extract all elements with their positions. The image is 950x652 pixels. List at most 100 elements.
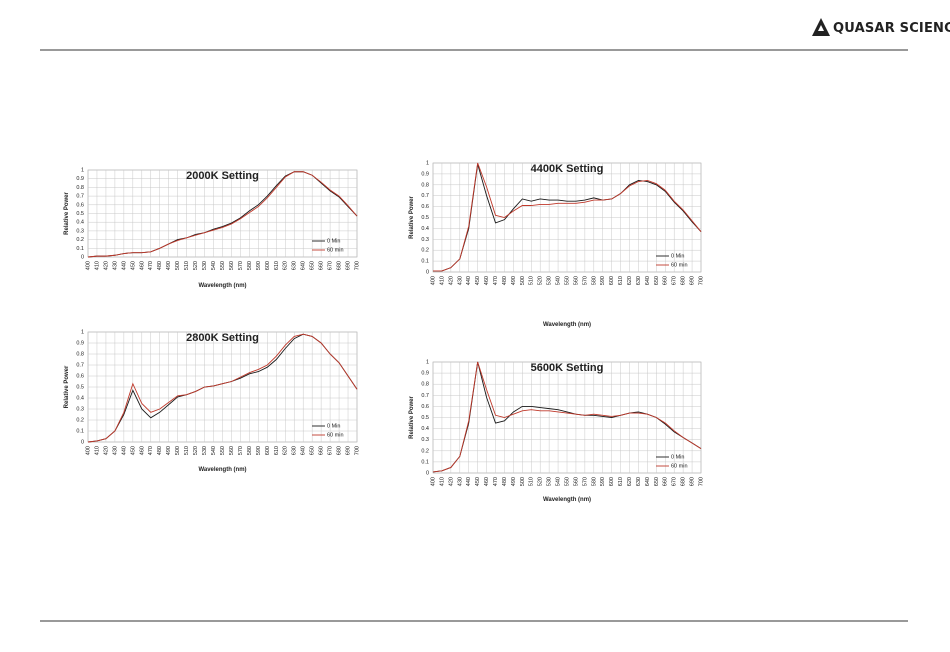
- x-tick-label: 490: [511, 276, 517, 285]
- x-tick-label: 690: [690, 477, 696, 486]
- y-axis-label: Relative Power: [409, 395, 415, 438]
- x-tick-label: 550: [220, 261, 226, 270]
- x-tick-label: 470: [493, 477, 499, 486]
- y-tick-label: 0.9: [421, 171, 429, 177]
- x-tick-label: 680: [681, 276, 687, 285]
- y-axis-label: Relative Power: [64, 365, 70, 408]
- y-tick-label: 0.3: [421, 437, 429, 443]
- y-axis-label: Relative Power: [64, 191, 70, 234]
- chart: 0 0.1 0.2 0.3 0.4 0.5 0.6 0.7 0.8 0.9 1 400 410 420 43…: [64, 329, 360, 473]
- series-line: [433, 162, 702, 272]
- x-tick-label: 550: [564, 477, 570, 486]
- x-tick-label: 430: [112, 446, 118, 455]
- x-tick-label: 460: [139, 261, 145, 270]
- x-tick-label: 610: [618, 477, 624, 486]
- x-tick-label: 610: [618, 276, 624, 285]
- x-tick-label: 600: [609, 276, 615, 285]
- y-tick-label: 0.1: [76, 246, 84, 252]
- x-tick-label: 690: [690, 276, 696, 285]
- x-tick-label: 490: [166, 446, 172, 455]
- y-tick-label: 1: [81, 329, 84, 335]
- x-tick-label: 560: [573, 477, 579, 486]
- series-line: [87, 171, 358, 258]
- x-tick-label: 480: [502, 477, 508, 486]
- x-tick-label: 540: [556, 477, 562, 486]
- x-tick-label: 530: [202, 446, 208, 455]
- x-tick-label: 610: [274, 446, 280, 455]
- y-tick-label: 0.4: [421, 426, 429, 432]
- y-tick-label: 0: [426, 470, 429, 476]
- y-tick-label: 0.5: [421, 415, 429, 421]
- x-tick-label: 670: [328, 446, 334, 455]
- x-axis-label: Wavelength (nm): [543, 322, 591, 328]
- legend-label: 60 min: [671, 463, 688, 469]
- x-tick-label: 420: [103, 261, 109, 270]
- x-tick-label: 570: [582, 477, 588, 486]
- x-tick-label: 560: [229, 261, 235, 270]
- y-tick-label: 0.4: [421, 226, 429, 232]
- x-tick-label: 590: [600, 276, 606, 285]
- x-tick-label: 550: [564, 276, 570, 285]
- y-tick-label: 0.8: [76, 351, 84, 357]
- x-tick-label: 480: [502, 276, 508, 285]
- y-tick-label: 0: [81, 254, 84, 260]
- x-tick-label: 640: [301, 446, 307, 455]
- legend-label: 0 Min: [327, 423, 340, 429]
- x-tick-label: 500: [175, 261, 181, 270]
- chart-title: 5600K Setting: [531, 362, 604, 374]
- x-axis-label: Wavelength (nm): [543, 497, 591, 503]
- logo-icon-cut: [818, 25, 824, 31]
- x-tick-label: 520: [193, 446, 199, 455]
- x-tick-label: 650: [654, 477, 660, 486]
- y-tick-label: 0: [426, 269, 429, 275]
- legend-label: 60 min: [327, 432, 344, 438]
- x-tick-label: 430: [457, 477, 463, 486]
- x-tick-label: 510: [529, 276, 535, 285]
- x-tick-label: 620: [627, 276, 633, 285]
- y-tick-label: 0.6: [76, 202, 84, 208]
- y-tick-label: 0.8: [421, 382, 429, 388]
- x-tick-label: 420: [103, 446, 109, 455]
- x-tick-label: 420: [448, 477, 454, 486]
- x-tick-label: 530: [202, 261, 208, 270]
- x-tick-label: 430: [112, 261, 118, 270]
- y-tick-label: 0.9: [76, 176, 84, 182]
- x-tick-label: 520: [193, 261, 199, 270]
- x-tick-label: 570: [238, 446, 244, 455]
- x-tick-label: 680: [337, 261, 343, 270]
- x-tick-label: 430: [457, 276, 463, 285]
- x-tick-label: 660: [663, 477, 669, 486]
- x-tick-label: 670: [672, 276, 678, 285]
- y-tick-label: 0.1: [421, 459, 429, 465]
- y-tick-label: 0.7: [76, 362, 84, 368]
- x-tick-label: 610: [274, 261, 280, 270]
- x-tick-label: 510: [184, 446, 190, 455]
- x-tick-label: 700: [354, 261, 360, 270]
- x-tick-label: 410: [439, 276, 445, 285]
- x-tick-label: 630: [292, 261, 298, 270]
- x-tick-label: 660: [319, 446, 325, 455]
- x-tick-label: 700: [354, 446, 360, 455]
- x-tick-label: 640: [301, 261, 307, 270]
- y-tick-label: 0.6: [76, 373, 84, 379]
- x-tick-label: 700: [698, 276, 704, 285]
- x-tick-label: 580: [591, 276, 597, 285]
- x-tick-label: 560: [229, 446, 235, 455]
- y-tick-label: 0.9: [421, 371, 429, 377]
- x-tick-label: 670: [328, 261, 334, 270]
- y-tick-label: 0.1: [421, 259, 429, 265]
- legend-label: 60 min: [671, 262, 688, 268]
- x-tick-label: 680: [681, 477, 687, 486]
- x-tick-label: 680: [337, 446, 343, 455]
- x-tick-label: 400: [85, 261, 91, 270]
- y-tick-label: 0.4: [76, 395, 84, 401]
- x-tick-label: 470: [148, 446, 154, 455]
- x-tick-label: 590: [600, 477, 606, 486]
- x-tick-label: 650: [310, 261, 316, 270]
- x-tick-label: 480: [157, 261, 163, 270]
- x-axis-label: Wavelength (nm): [198, 283, 246, 289]
- x-tick-label: 440: [121, 446, 127, 455]
- y-tick-label: 0.5: [76, 384, 84, 390]
- y-tick-label: 0.5: [421, 215, 429, 221]
